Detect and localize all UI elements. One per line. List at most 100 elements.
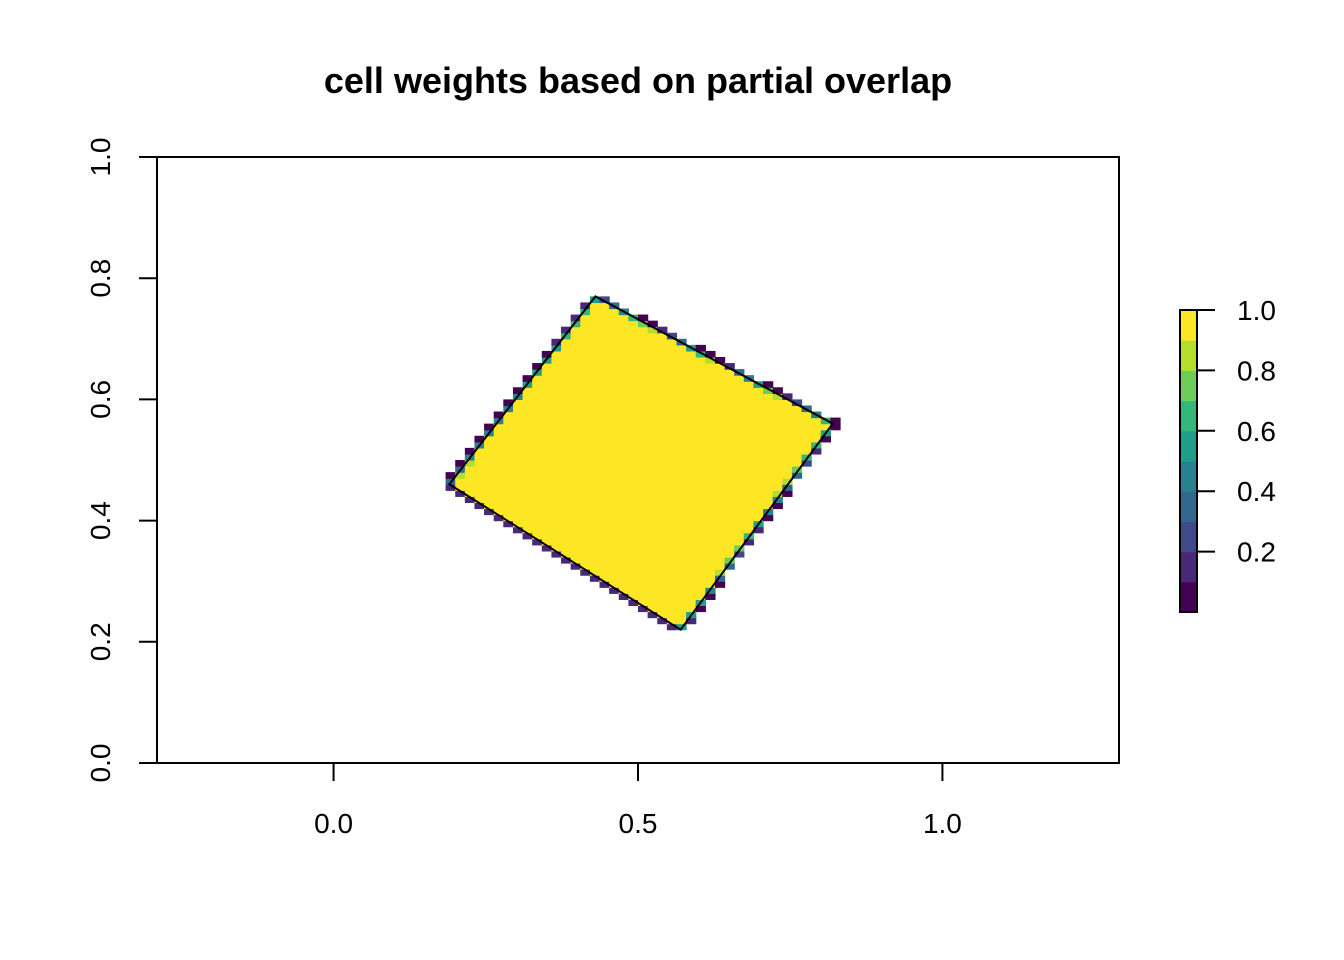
- raster-cell: [666, 399, 678, 407]
- raster-cell: [570, 453, 581, 461]
- raster-cell: [695, 429, 706, 437]
- raster-cell: [666, 375, 678, 382]
- legend-tick-label: 1.0: [1237, 295, 1276, 326]
- raster-cell: [753, 490, 764, 497]
- raster-cell: [695, 417, 706, 425]
- raster-cell: [695, 453, 706, 461]
- raster-cell: [532, 460, 543, 467]
- raster-cell: [570, 532, 581, 540]
- raster-cell: [714, 478, 726, 485]
- raster-cell: [551, 369, 562, 376]
- raster-cell: [743, 478, 755, 485]
- raster-cell: [714, 514, 726, 522]
- raster-cell: [666, 496, 678, 504]
- raster-cell: [763, 490, 774, 497]
- raster-cell: [695, 581, 706, 588]
- raster-cell: [705, 532, 716, 540]
- raster-cell: [503, 466, 514, 473]
- raster-cell: [609, 526, 620, 534]
- raster-cell: [647, 417, 658, 425]
- raster-cell: [522, 490, 533, 497]
- raster-cell: [532, 453, 543, 461]
- raster-cell: [705, 405, 716, 413]
- raster-cell: [676, 393, 687, 400]
- raster-cell: [734, 387, 745, 394]
- raster-cell: [609, 544, 620, 552]
- raster-cell: [589, 302, 601, 310]
- raster-cell: [705, 520, 716, 528]
- raster-cell: [686, 593, 697, 600]
- raster-cell: [609, 460, 620, 467]
- raster-cell: [743, 417, 755, 425]
- raster-cell: [705, 417, 716, 425]
- raster-cell: [695, 484, 706, 491]
- raster-cell: [666, 599, 678, 607]
- raster-cell: [782, 399, 793, 407]
- raster-cell: [618, 338, 629, 346]
- raster-cell: [724, 556, 735, 564]
- raster-cell: [647, 520, 658, 528]
- raster-cell: [474, 472, 485, 479]
- raster-cell: [705, 453, 716, 461]
- raster-cell: [666, 526, 678, 534]
- raster-cell: [580, 563, 591, 570]
- raster-cell: [609, 363, 620, 370]
- raster-cell: [589, 326, 601, 334]
- raster-cell: [638, 581, 649, 588]
- raster-cell: [551, 387, 562, 394]
- raster-cell: [676, 556, 687, 564]
- raster-cell: [561, 502, 572, 510]
- raster-cell: [599, 326, 610, 334]
- raster-cell: [589, 356, 601, 364]
- raster-cell: [580, 308, 591, 316]
- raster-cell: [657, 375, 668, 382]
- x-tick-label: 0.0: [314, 808, 353, 839]
- raster-cell: [570, 435, 581, 443]
- raster-cell: [686, 447, 697, 455]
- raster-cell: [493, 411, 504, 419]
- polygon-outline: [447, 295, 835, 632]
- raster-cell: [609, 338, 620, 346]
- raster-cell: [484, 502, 495, 510]
- raster-cell: [580, 520, 591, 528]
- raster-cell: [811, 429, 822, 437]
- raster-cell: [801, 423, 812, 431]
- raster-cell: [551, 520, 562, 528]
- raster-cell: [638, 344, 649, 352]
- raster-cell: [551, 363, 562, 370]
- raster-cell: [580, 332, 591, 340]
- raster-cell: [541, 387, 553, 394]
- raster-cell: [743, 429, 755, 437]
- raster-cell: [503, 435, 514, 443]
- raster-cell: [657, 502, 668, 510]
- raster-cell: [618, 550, 629, 558]
- raster-cell: [541, 526, 553, 534]
- raster-cell: [561, 496, 572, 504]
- raster-cell: [734, 429, 745, 437]
- raster-cell: [782, 447, 793, 455]
- raster-cell: [772, 423, 783, 431]
- x-tick-label: 0.5: [619, 808, 658, 839]
- raster-cell: [763, 399, 774, 407]
- raster-cell: [772, 411, 783, 419]
- raster-cell: [686, 587, 697, 594]
- raster-cell: [589, 520, 601, 528]
- raster-cell: [580, 350, 591, 358]
- raster-cell: [522, 405, 533, 413]
- raster-cell: [714, 484, 726, 491]
- raster-cell: [589, 472, 601, 479]
- raster-cell: [541, 441, 553, 449]
- raster-cell: [532, 508, 543, 516]
- raster-cell: [686, 556, 697, 564]
- raster-cell: [609, 435, 620, 443]
- raster-cell: [484, 466, 495, 473]
- raster-cell: [503, 460, 514, 467]
- raster-cell: [589, 417, 601, 425]
- raster-cell: [714, 496, 726, 504]
- raster-cell: [676, 544, 687, 552]
- raster-cell: [561, 472, 572, 479]
- raster-cell: [705, 472, 716, 479]
- raster-cell: [628, 460, 639, 467]
- raster-cell: [734, 381, 745, 388]
- legend-color-step: [1180, 491, 1197, 522]
